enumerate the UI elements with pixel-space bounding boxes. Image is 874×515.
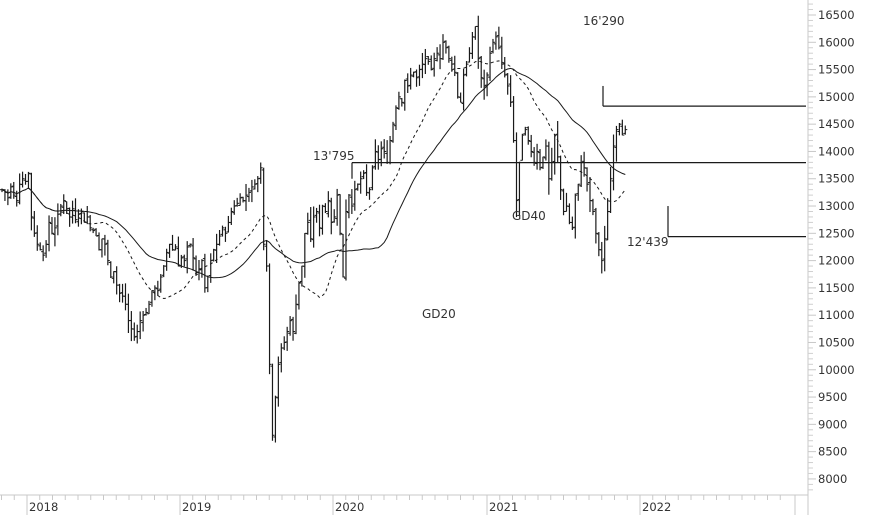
x-tick-label: 2022: [642, 500, 671, 514]
y-tick-label: 16000: [818, 35, 855, 49]
y-tick-label: 16500: [818, 8, 855, 22]
gd20-line: [1, 60, 626, 300]
y-tick-label: 15000: [818, 90, 855, 104]
gd20-label: GD20: [422, 307, 456, 321]
y-tick-label: 8000: [818, 472, 847, 486]
y-tick-label: 9000: [818, 417, 847, 431]
y-tick-label: 13500: [818, 172, 855, 186]
gd40-label: GD40: [512, 209, 546, 223]
y-tick-label: 14500: [818, 117, 855, 131]
y-tick-label: 9500: [818, 390, 847, 404]
y-tick-label: 14000: [818, 144, 855, 158]
gd40-line: [1, 67, 626, 279]
y-tick-label: 13000: [818, 199, 855, 213]
y-tick-label: 12000: [818, 254, 855, 268]
y-tick-label: 8500: [818, 445, 847, 459]
y-tick-label: 15500: [818, 63, 855, 77]
y-tick-label: 11500: [818, 281, 855, 295]
x-tick-label: 2019: [182, 500, 211, 514]
moving-averages: [1, 60, 626, 300]
x-axis: 2018 2019 2020 2021 2022: [0, 494, 808, 515]
y-axis: 16500 16000 15500 15000 14500 14000 13500 13000…: [807, 0, 855, 515]
x-tick-label: 2021: [489, 500, 518, 514]
x-tick-label: 2018: [29, 500, 58, 514]
y-tick-label: 10000: [818, 363, 855, 377]
ohlc-bars: [0, 15, 628, 443]
horizontal-levels: [351, 85, 806, 238]
y-tick-label: 10500: [818, 335, 855, 349]
y-tick-label: 11000: [818, 308, 855, 322]
y-tick-label: 12500: [818, 226, 855, 240]
x-tick-label: 2020: [335, 500, 364, 514]
peak-label: 16'290: [583, 14, 624, 28]
resistance-label: 13'795: [313, 149, 354, 163]
support-label: 12'439: [627, 235, 668, 249]
